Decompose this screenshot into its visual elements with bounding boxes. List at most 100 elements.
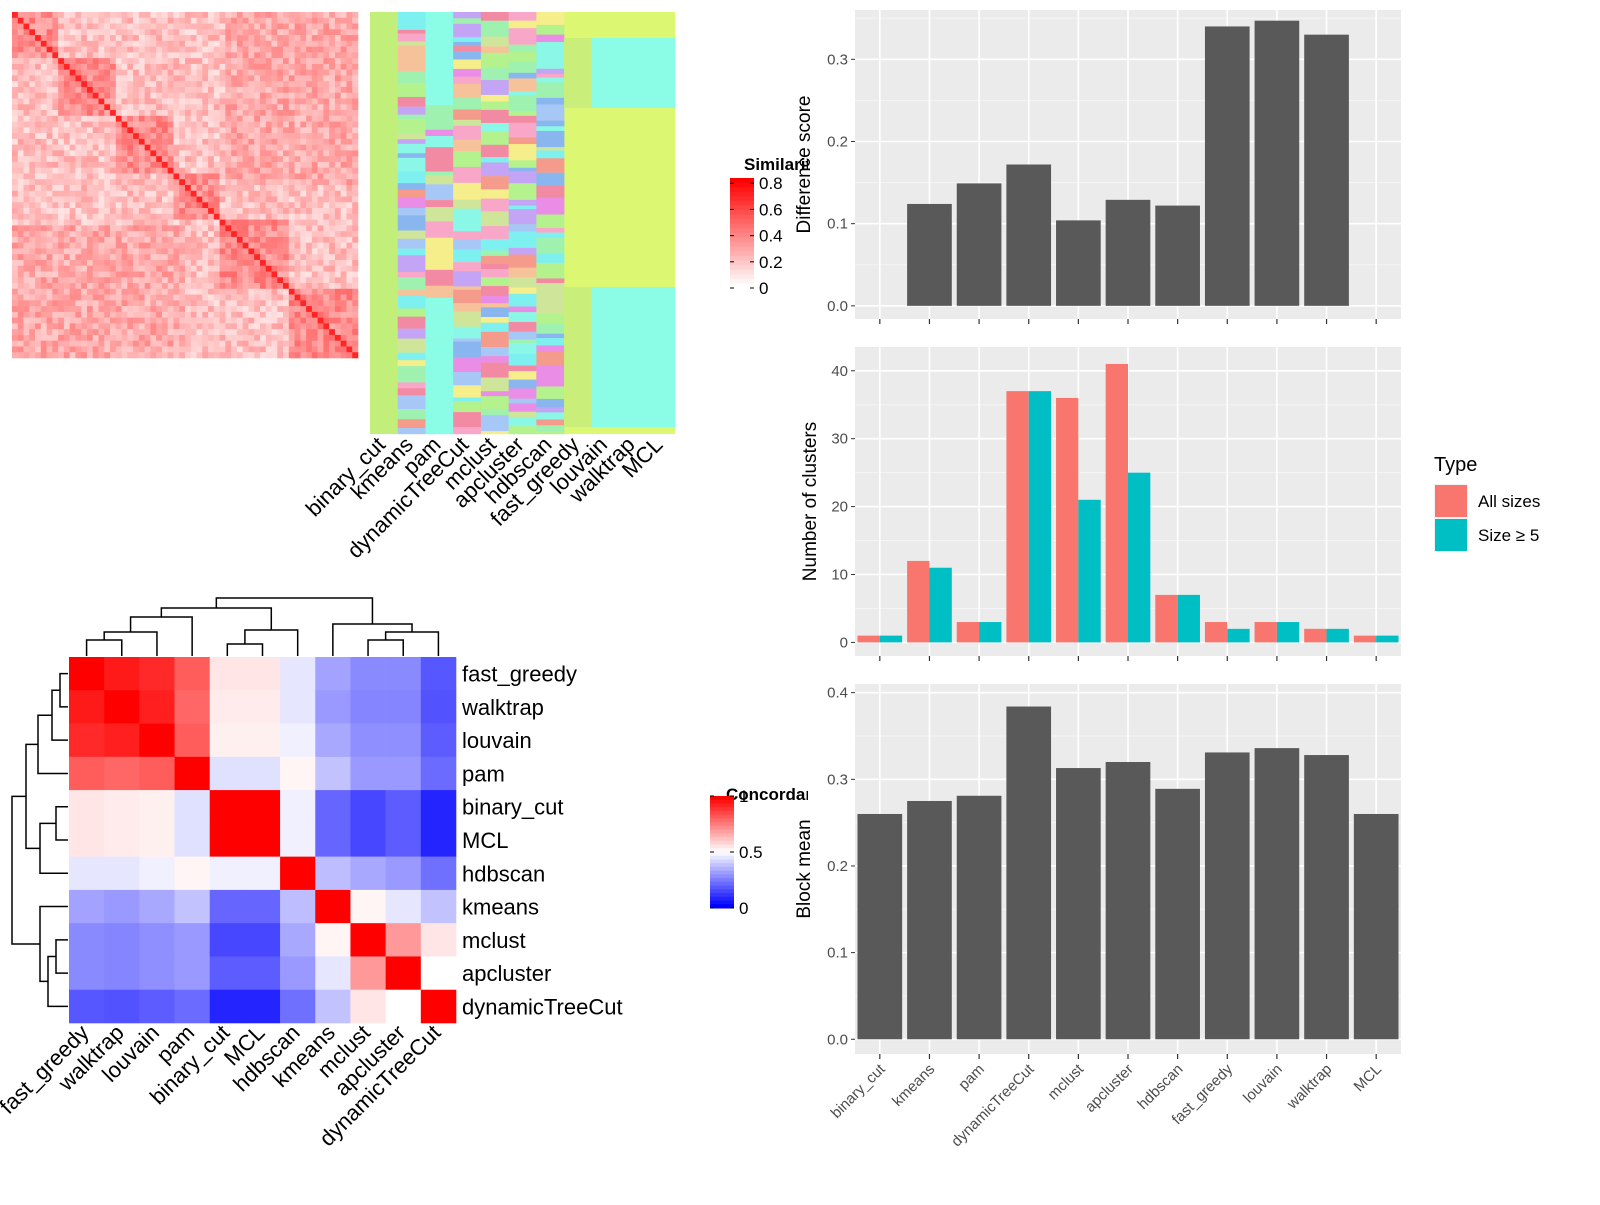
similarity-cell xyxy=(242,75,249,82)
similarity-cell xyxy=(202,185,209,192)
similarity-cell xyxy=(144,110,151,117)
similarity-cell xyxy=(277,98,284,105)
similarity-cell xyxy=(329,317,336,324)
similarity-cell xyxy=(35,69,42,76)
similarity-cell xyxy=(317,231,324,238)
similarity-cell xyxy=(231,323,238,330)
concordance-cell xyxy=(420,756,457,791)
similarity-cell xyxy=(219,311,226,318)
similarity-cell xyxy=(306,277,313,284)
similarity-cell xyxy=(311,288,318,295)
similarity-cell xyxy=(294,46,301,53)
y-tick-label: 0.2 xyxy=(827,858,848,875)
similarity-cell xyxy=(196,283,203,290)
similarity-cell xyxy=(40,271,47,278)
similarity-cell xyxy=(213,311,220,318)
similarity-cell xyxy=(202,196,209,203)
concordance-cell xyxy=(174,989,211,1024)
similarity-cell xyxy=(81,317,88,324)
similarity-cell xyxy=(259,317,267,324)
similarity-cell xyxy=(283,115,290,122)
similarity-cell xyxy=(254,144,261,151)
similarity-cell xyxy=(294,12,301,19)
similarity-cell xyxy=(110,52,117,59)
similarity-cell xyxy=(202,248,209,255)
similarity-cell xyxy=(248,208,255,215)
similarity-cell xyxy=(236,202,243,209)
similarity-cell xyxy=(329,288,336,295)
type-legend-key xyxy=(1435,519,1467,551)
similarity-cell xyxy=(283,127,290,134)
similarity-cell xyxy=(150,277,157,284)
similarity-cell xyxy=(340,29,347,36)
similarity-cell xyxy=(213,58,220,65)
similarity-cell xyxy=(138,104,145,111)
assignment-cell xyxy=(397,395,426,410)
concordance-row-label: louvain xyxy=(462,728,532,753)
similarity-cell xyxy=(254,63,261,70)
similarity-cell xyxy=(231,63,238,70)
similarity-cell xyxy=(69,265,76,272)
similarity-cell xyxy=(35,161,42,168)
similarity-cell xyxy=(231,52,238,59)
similarity-cell xyxy=(288,150,295,157)
similarity-cell xyxy=(17,277,24,284)
similarity-cell xyxy=(138,346,145,353)
similarity-cell xyxy=(92,127,99,134)
similarity-cell xyxy=(213,242,220,249)
concordance-cell xyxy=(69,657,105,691)
similarity-cell xyxy=(12,161,19,168)
similarity-cell xyxy=(334,340,341,347)
similarity-cell xyxy=(242,161,249,168)
similarity-cell xyxy=(29,248,36,255)
similarity-cell xyxy=(352,213,359,220)
similarity-cell xyxy=(242,271,249,278)
concordance-cell xyxy=(280,856,316,891)
similarity-cell xyxy=(334,156,341,163)
similarity-cell xyxy=(98,179,105,186)
similarity-cell xyxy=(52,115,59,122)
similarity-cell xyxy=(265,271,272,278)
similarity-cell xyxy=(265,121,272,128)
similarity-cell xyxy=(104,81,111,88)
similarity-legend-swatch xyxy=(730,219,754,225)
similarity-cell xyxy=(156,127,163,134)
similarity-cell xyxy=(185,40,192,47)
similarity-cell xyxy=(306,213,313,220)
similarity-cell xyxy=(144,231,151,238)
similarity-cell xyxy=(185,208,192,215)
similarity-cell xyxy=(86,23,94,30)
similarity-cell xyxy=(29,110,36,117)
similarity-cell xyxy=(231,300,238,307)
similarity-cell xyxy=(81,40,88,47)
similarity-cell xyxy=(317,288,324,295)
similarity-cell xyxy=(35,127,42,134)
similarity-cell xyxy=(115,110,122,117)
similarity-cell xyxy=(340,352,347,359)
similarity-cell xyxy=(190,138,197,145)
similarity-cell xyxy=(138,352,145,359)
y-tick-label: 0.1 xyxy=(827,216,848,233)
similarity-cell xyxy=(115,173,122,180)
assignment-cell xyxy=(425,129,454,137)
similarity-cell xyxy=(12,92,19,99)
concordance-cell xyxy=(350,856,386,891)
assignment-cell xyxy=(397,33,426,42)
similarity-cell xyxy=(294,86,301,94)
similarity-cell xyxy=(35,294,42,301)
concordance-cell xyxy=(104,856,140,891)
assignment-cell xyxy=(453,385,482,398)
similarity-cell xyxy=(300,150,307,157)
assignment-cell xyxy=(425,269,454,286)
similarity-cell xyxy=(115,323,122,330)
similarity-cell xyxy=(138,225,145,232)
assignment-cell xyxy=(508,167,537,172)
similarity-cell xyxy=(242,213,249,220)
similarity-cell xyxy=(329,254,336,261)
similarity-cell xyxy=(144,185,151,192)
similarity-cell xyxy=(254,156,261,163)
similarity-cell xyxy=(144,219,151,226)
similarity-cell xyxy=(133,35,140,42)
similarity-cell xyxy=(208,225,215,232)
similarity-cell xyxy=(63,306,70,313)
